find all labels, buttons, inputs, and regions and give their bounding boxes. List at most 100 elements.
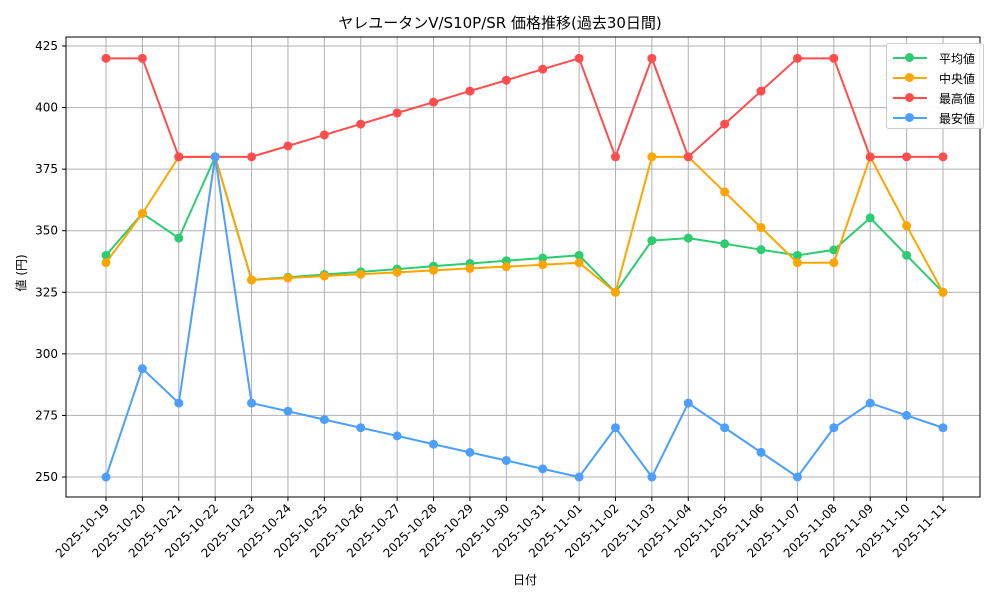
data-point xyxy=(101,472,111,482)
data-point xyxy=(538,260,548,270)
y-tick-label: 400 xyxy=(35,101,58,115)
y-tick-label: 425 xyxy=(35,39,58,53)
data-point xyxy=(392,431,402,441)
data-point xyxy=(210,152,220,162)
y-tick-label: 250 xyxy=(35,470,58,484)
data-point xyxy=(610,152,620,162)
series-line xyxy=(105,156,944,479)
legend-marker-icon xyxy=(893,93,927,102)
data-point xyxy=(465,86,475,96)
data-point xyxy=(756,447,766,457)
data-point xyxy=(174,398,184,408)
data-point xyxy=(756,86,766,96)
legend-label: 中央値 xyxy=(939,71,976,86)
data-point xyxy=(720,119,730,129)
data-point xyxy=(538,64,548,74)
data-point xyxy=(429,265,439,275)
data-point xyxy=(865,213,875,223)
chart-title: ヤレユータンV/S10P/SR 価格推移(過去30日間) xyxy=(338,14,662,32)
data-point xyxy=(574,250,584,260)
y-tick-label: 375 xyxy=(35,162,58,176)
data-point xyxy=(501,75,511,85)
data-point xyxy=(283,406,293,416)
data-point xyxy=(174,152,184,162)
data-point xyxy=(501,262,511,272)
legend-marker-icon xyxy=(893,113,927,122)
data-point xyxy=(101,258,111,268)
data-point xyxy=(829,245,839,255)
data-point xyxy=(829,258,839,268)
data-point xyxy=(792,258,802,268)
data-point xyxy=(574,53,584,63)
data-point xyxy=(319,415,329,425)
data-point xyxy=(683,398,693,408)
data-point xyxy=(429,439,439,449)
data-point xyxy=(792,250,802,260)
data-point xyxy=(319,271,329,281)
data-point xyxy=(792,472,802,482)
data-point xyxy=(938,152,948,162)
data-point xyxy=(792,53,802,63)
data-point xyxy=(902,250,912,260)
data-point xyxy=(647,236,657,246)
data-point xyxy=(283,273,293,283)
legend-item: 最安値 xyxy=(893,108,975,128)
legend-dot-icon xyxy=(905,73,914,82)
data-point xyxy=(756,245,766,255)
data-point xyxy=(137,53,147,63)
data-point xyxy=(829,53,839,63)
data-point xyxy=(610,423,620,433)
data-point xyxy=(319,130,329,140)
data-point xyxy=(610,287,620,297)
legend-item: 平均値 xyxy=(893,48,975,68)
data-point xyxy=(174,233,184,243)
data-point xyxy=(247,152,257,162)
data-point xyxy=(538,253,548,263)
y-tick-label: 275 xyxy=(35,408,58,422)
legend-label: 最安値 xyxy=(939,111,976,126)
data-point xyxy=(574,258,584,268)
y-axis-label: 値 (円) xyxy=(14,254,29,292)
data-point xyxy=(429,97,439,107)
data-point xyxy=(829,423,839,433)
data-point xyxy=(938,423,948,433)
data-point xyxy=(501,455,511,465)
data-point xyxy=(720,423,730,433)
data-point xyxy=(137,208,147,218)
data-point xyxy=(356,119,366,129)
data-point xyxy=(902,221,912,231)
data-point xyxy=(392,267,402,277)
data-point xyxy=(902,152,912,162)
data-point xyxy=(283,141,293,151)
data-point xyxy=(392,108,402,118)
y-tick-label: 300 xyxy=(35,347,58,361)
legend-dot-icon xyxy=(905,53,914,62)
data-point xyxy=(938,287,948,297)
x-axis-label: 日付 xyxy=(512,573,537,587)
legend-marker-icon xyxy=(893,53,927,62)
series-line xyxy=(105,154,944,295)
data-point xyxy=(356,269,366,279)
data-point xyxy=(101,250,111,260)
data-point xyxy=(683,152,693,162)
data-point xyxy=(137,364,147,374)
data-point xyxy=(247,398,257,408)
legend-marker-icon xyxy=(893,73,927,82)
data-point xyxy=(465,447,475,457)
data-point xyxy=(574,472,584,482)
data-point xyxy=(865,398,875,408)
legend-item: 最高値 xyxy=(893,88,975,108)
legend: 平均値中央値最高値最安値 xyxy=(886,43,984,129)
data-point xyxy=(647,152,657,162)
legend-dot-icon xyxy=(905,113,914,122)
legend-label: 最高値 xyxy=(939,91,976,106)
legend-item: 中央値 xyxy=(893,68,975,88)
data-point xyxy=(902,410,912,420)
legend-label: 平均値 xyxy=(939,51,976,66)
legend-dot-icon xyxy=(905,93,914,102)
data-point xyxy=(465,263,475,273)
data-point xyxy=(356,423,366,433)
data-point xyxy=(247,275,257,285)
y-tick-label: 325 xyxy=(35,285,58,299)
